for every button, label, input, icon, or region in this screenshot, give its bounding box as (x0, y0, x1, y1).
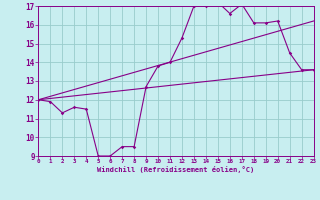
X-axis label: Windchill (Refroidissement éolien,°C): Windchill (Refroidissement éolien,°C) (97, 166, 255, 173)
